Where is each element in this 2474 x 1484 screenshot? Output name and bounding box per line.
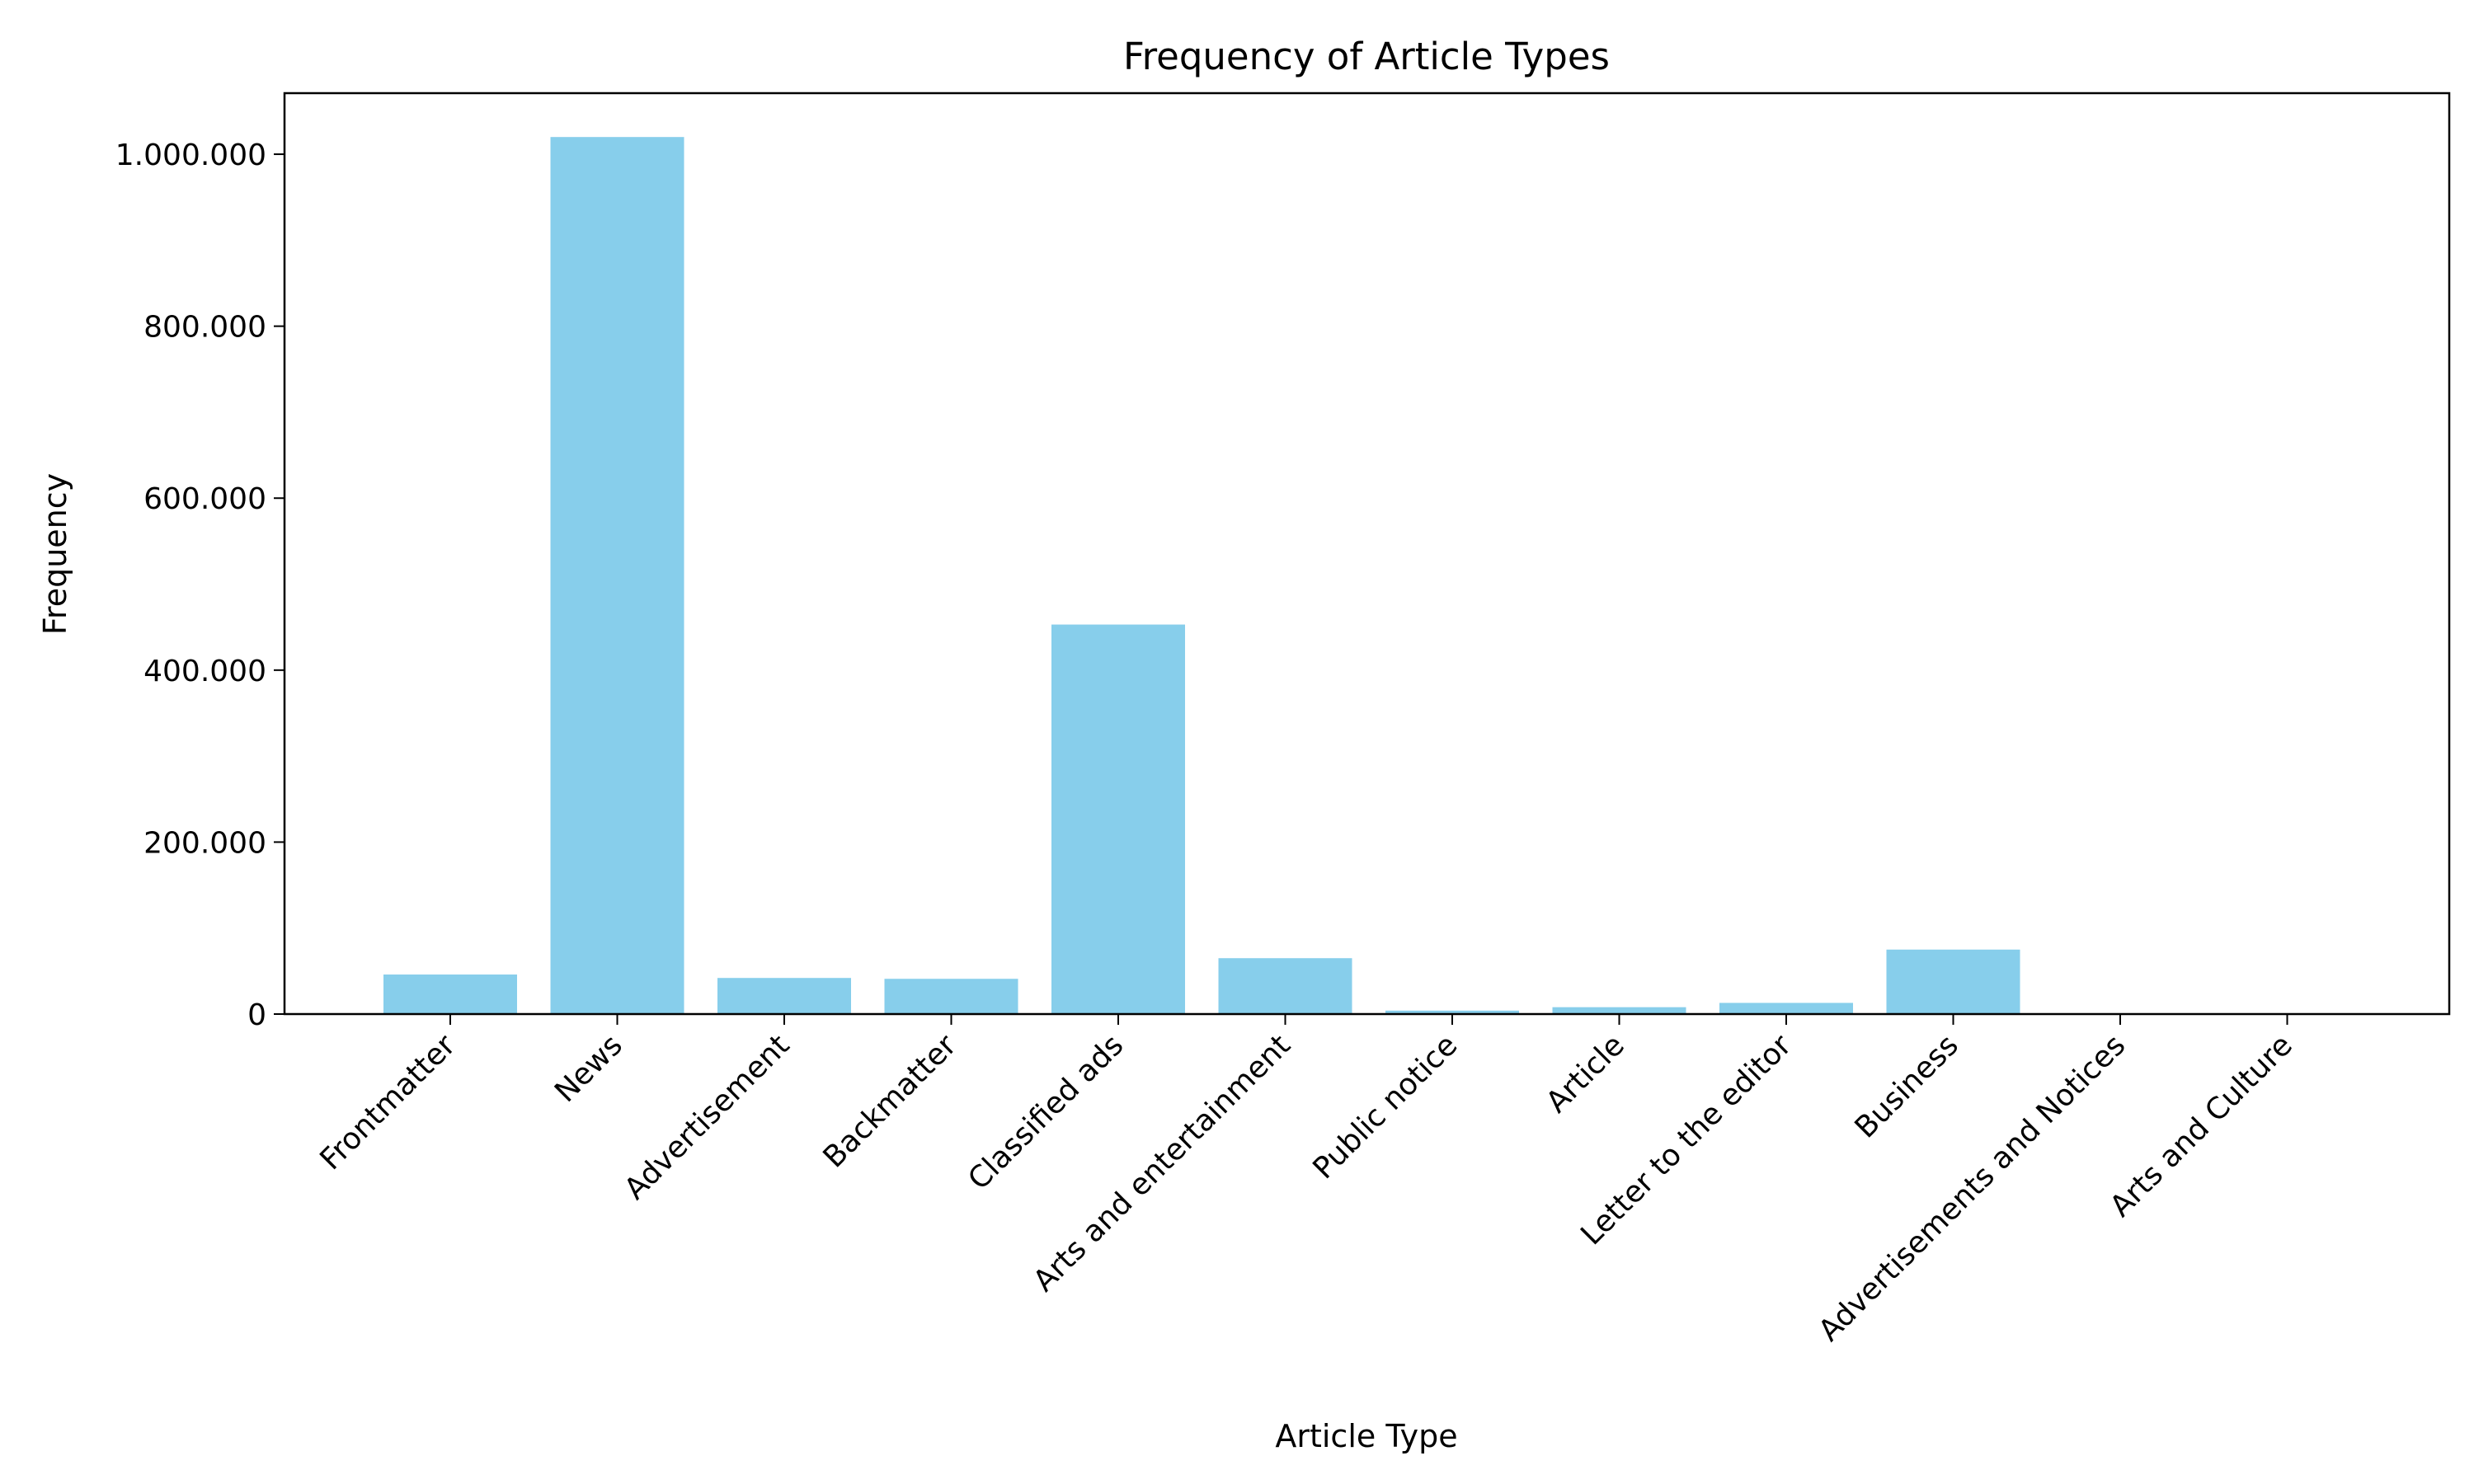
bar-business: [1886, 949, 2020, 1014]
x-tick-label: Frontmatter: [313, 1028, 462, 1176]
bars-group: [383, 137, 2020, 1015]
y-tick-label: 600.000: [143, 482, 266, 516]
chart-title: Frequency of Article Types: [1123, 35, 1610, 78]
x-tick-label: Article: [1540, 1028, 1631, 1120]
y-tick-label: 400.000: [143, 655, 266, 688]
bar-arts-and-entertainment: [1218, 958, 1352, 1014]
bar-letter-to-the-editor: [1719, 1003, 1853, 1014]
bar-advertisement: [717, 978, 851, 1014]
y-tick-label: 0: [247, 998, 266, 1032]
bar-news: [550, 137, 684, 1015]
bar-classified-ads: [1051, 624, 1185, 1014]
x-tick-label: Advertisement: [618, 1028, 796, 1206]
y-tick-label: 200.000: [143, 826, 266, 860]
bar-article: [1552, 1007, 1686, 1014]
x-axis-label: Article Type: [1275, 1418, 1457, 1454]
y-tick-label: 1.000.000: [115, 139, 266, 172]
x-tick-label: Public notice: [1307, 1028, 1465, 1186]
x-tick-label: Arts and Culture: [2104, 1028, 2299, 1223]
x-tick-label: Business: [1849, 1028, 1965, 1144]
plot-area-frame: [283, 92, 2451, 1016]
x-tick-label: Classified ads: [962, 1028, 1130, 1196]
bar-backmatter: [884, 979, 1018, 1014]
x-tick-label: Backmatter: [817, 1028, 963, 1174]
x-tick-label: Advertisements and Notices: [1813, 1028, 2133, 1348]
bar-public-notice: [1385, 1010, 1519, 1014]
y-axis-label: Frequency: [37, 473, 73, 635]
bar-frontmatter: [383, 974, 517, 1014]
x-tick-label: News: [548, 1028, 629, 1109]
y-tick-label: 800.000: [143, 311, 266, 345]
y-axis-ticks: 0 200.000 400.000 600.000 800.000 1.000.000: [115, 139, 285, 1032]
